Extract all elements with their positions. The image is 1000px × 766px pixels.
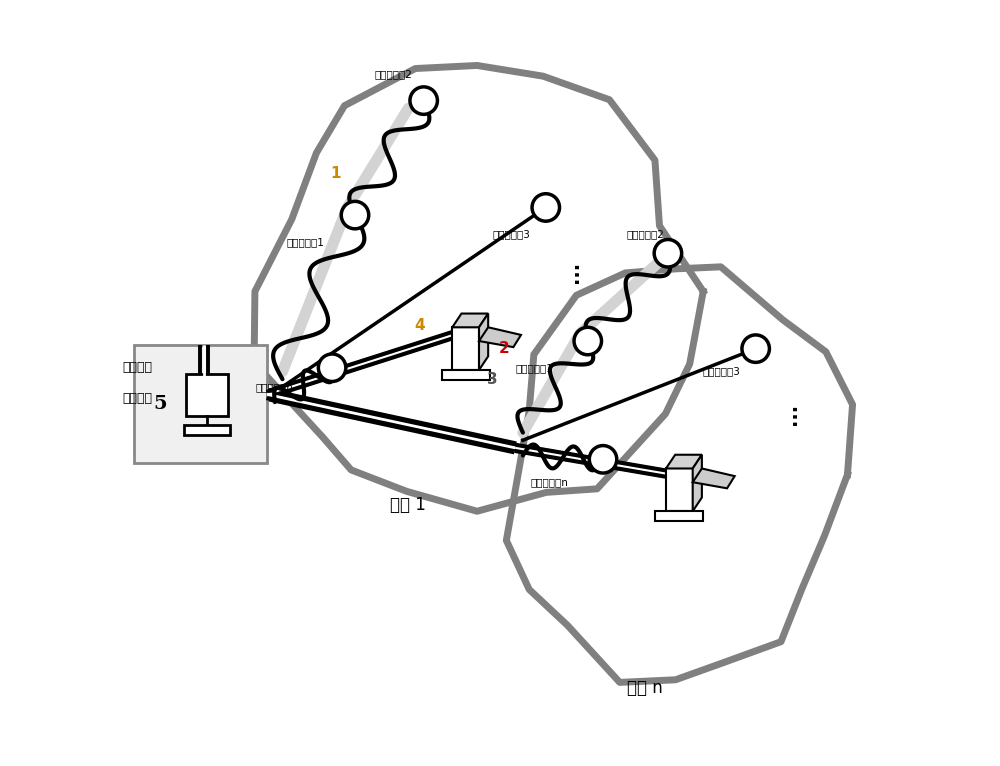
Text: 饶料监测点n: 饶料监测点n	[531, 477, 569, 487]
Text: 1: 1	[331, 165, 341, 181]
Text: 饶料监测点3: 饶料监测点3	[493, 229, 530, 239]
Circle shape	[341, 201, 369, 229]
Circle shape	[318, 354, 346, 381]
Text: 5: 5	[154, 395, 167, 413]
Text: 饶料监测点2: 饶料监测点2	[626, 229, 664, 239]
Text: 池塗 n: 池塗 n	[627, 679, 663, 697]
Text: 饶料监测点2: 饶料监测点2	[374, 69, 412, 79]
Bar	[186, 374, 228, 415]
Polygon shape	[452, 313, 488, 327]
Bar	[655, 511, 703, 521]
Bar	[666, 469, 693, 511]
Text: ...: ...	[563, 261, 582, 283]
Circle shape	[410, 87, 437, 114]
Text: 饶料监测点1: 饶料监测点1	[286, 237, 324, 247]
Circle shape	[742, 335, 769, 362]
Text: 饶料监测点1: 饶料监测点1	[515, 363, 553, 373]
Text: 4: 4	[415, 318, 425, 333]
Text: 池塘 1: 池塘 1	[390, 496, 426, 514]
Bar	[184, 425, 230, 434]
Bar	[452, 327, 479, 370]
Text: 频数据线: 频数据线	[122, 391, 152, 404]
Circle shape	[654, 240, 682, 267]
Text: 饶料监测点3: 饶料监测点3	[702, 367, 740, 377]
Polygon shape	[479, 327, 521, 347]
Circle shape	[574, 327, 602, 355]
Polygon shape	[693, 455, 702, 511]
Text: 2: 2	[498, 341, 509, 356]
Polygon shape	[479, 313, 488, 370]
Bar	[134, 345, 267, 463]
Text: ...: ...	[781, 402, 800, 424]
Text: 电源及视: 电源及视	[122, 362, 152, 375]
Text: 饶料监测点n: 饶料监测点n	[256, 381, 294, 392]
Polygon shape	[666, 455, 702, 469]
Bar	[442, 370, 490, 380]
Circle shape	[532, 194, 560, 221]
Text: 3: 3	[487, 372, 498, 387]
Polygon shape	[693, 469, 735, 488]
Circle shape	[589, 446, 617, 473]
